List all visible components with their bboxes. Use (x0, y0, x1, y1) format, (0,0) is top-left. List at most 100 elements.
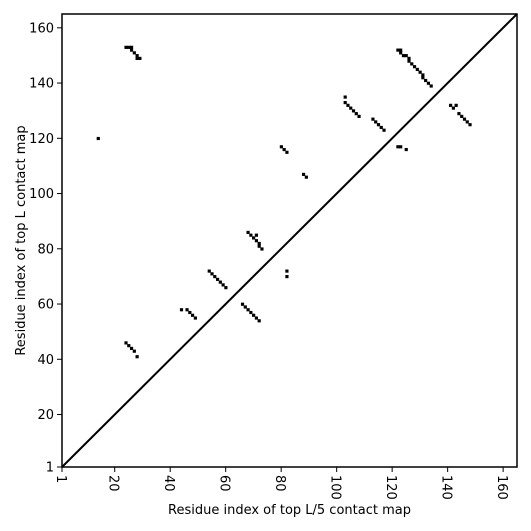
upper-contact-cell (421, 76, 425, 80)
upper-contact-cell (135, 54, 139, 58)
upper-contact-cell (285, 150, 289, 154)
x-tick-label: 80 (272, 475, 287, 492)
upper-contact-cell (127, 45, 131, 49)
upper-contact-cell (129, 45, 134, 49)
y-axis-title: Residue index of top L contact map (14, 125, 29, 355)
upper-contact-cell (343, 101, 347, 105)
upper-contact-cell (407, 59, 411, 63)
lower-contact-cell (254, 239, 258, 243)
upper-contact-cell (399, 48, 403, 52)
upper-contact-cell (138, 56, 142, 60)
upper-contact-cell (374, 120, 378, 124)
lower-contact-cell (260, 247, 264, 251)
upper-contact-cell (407, 56, 411, 60)
upper-contact-cell (410, 62, 414, 66)
x-axis-ticks: 1 20 40 60 80 100 120 140 160 (53, 467, 509, 500)
x-tick-label: 140 (439, 475, 454, 500)
lower-contact-cell (257, 319, 261, 323)
x-tick-label: 40 (161, 475, 176, 492)
upper-contact-cell (399, 51, 403, 55)
lower-contact-cell (252, 236, 256, 240)
y-tick-label: 20 (37, 408, 54, 423)
lower-contact-cell (285, 275, 289, 279)
y-tick-label: 60 (37, 298, 54, 313)
upper-contact-cell (426, 81, 431, 85)
lower-contact-cell (188, 310, 192, 315)
upper-contact-cell (429, 84, 433, 88)
upper-contact-cell (465, 120, 469, 124)
upper-contact-cell (412, 65, 417, 69)
upper-contact-cell (346, 103, 350, 107)
x-tick-label: 20 (106, 475, 121, 492)
lower-contact-cell (240, 302, 245, 306)
lower-contact-cell (246, 308, 250, 312)
upper-contact-cell (304, 175, 308, 179)
upper-contact-cell (279, 145, 283, 149)
upper-contact-cell (396, 145, 400, 149)
lower-contact-cell (129, 346, 134, 351)
x-tick-label: 160 (494, 475, 509, 500)
contact-cells (96, 45, 472, 359)
upper-contact-cell (399, 145, 403, 149)
upper-contact-cell (418, 70, 422, 74)
upper-contact-cell (376, 123, 381, 127)
y-tick-label: 160 (29, 21, 54, 36)
upper-contact-cell (468, 123, 472, 127)
lower-contact-cell (254, 316, 258, 320)
upper-contact-cell (96, 136, 100, 141)
lower-contact-cell (127, 344, 131, 348)
upper-contact-cell (135, 56, 139, 60)
x-tick-label: 100 (328, 475, 343, 500)
lower-contact-cell (254, 233, 258, 237)
upper-contact-cell (401, 54, 406, 58)
upper-contact-cell (404, 54, 408, 58)
lower-contact-cell (193, 316, 197, 320)
lower-contact-cell (224, 286, 228, 290)
x-tick-label: 120 (383, 475, 398, 500)
lower-contact-cell (179, 308, 184, 312)
lower-contact-cell (257, 244, 261, 248)
plot-area (61, 13, 518, 468)
upper-contact-cell (371, 117, 375, 121)
lower-contact-cell (135, 355, 139, 359)
upper-contact-cell (454, 103, 458, 107)
diagonal-line (61, 13, 518, 468)
lower-contact-cell (246, 230, 250, 234)
upper-contact-cell (421, 73, 425, 77)
upper-contact-cell (457, 112, 461, 116)
y-tick-label: 100 (29, 187, 54, 202)
lower-contact-cell (249, 310, 253, 315)
upper-contact-cell (282, 147, 286, 152)
upper-contact-cell (382, 128, 386, 132)
lower-contact-cell (218, 280, 222, 284)
lower-contact-cell (191, 313, 195, 317)
upper-contact-cell (460, 114, 464, 118)
lower-contact-cell (221, 283, 225, 287)
upper-contact-cell (132, 51, 136, 55)
upper-contact-cell (351, 109, 356, 113)
lower-contact-cell (243, 305, 247, 309)
y-tick-label: 40 (37, 353, 54, 368)
y-tick-label: 120 (29, 132, 54, 147)
x-tick-label: 60 (217, 475, 232, 492)
upper-contact-cell (449, 103, 453, 107)
upper-contact-cell (379, 125, 383, 130)
y-tick-label: 140 (29, 77, 54, 92)
upper-contact-cell (354, 112, 358, 116)
upper-contact-cell (404, 147, 408, 152)
lower-contact-cell (252, 313, 256, 317)
lower-contact-cell (132, 349, 136, 353)
upper-contact-cell (129, 48, 134, 52)
lower-contact-cell (210, 272, 214, 276)
y-tick-label: 1 (46, 461, 54, 476)
lower-contact-cell (185, 308, 189, 312)
upper-contact-cell (451, 106, 455, 110)
lower-contact-cell (249, 233, 253, 237)
x-axis-title: Residue index of top L/5 contact map (168, 503, 411, 518)
plot-frame (61, 13, 518, 468)
upper-contact-cell (357, 114, 361, 118)
lower-contact-cell (285, 269, 289, 273)
lower-contact-cell (124, 341, 128, 345)
upper-contact-cell (349, 106, 353, 110)
